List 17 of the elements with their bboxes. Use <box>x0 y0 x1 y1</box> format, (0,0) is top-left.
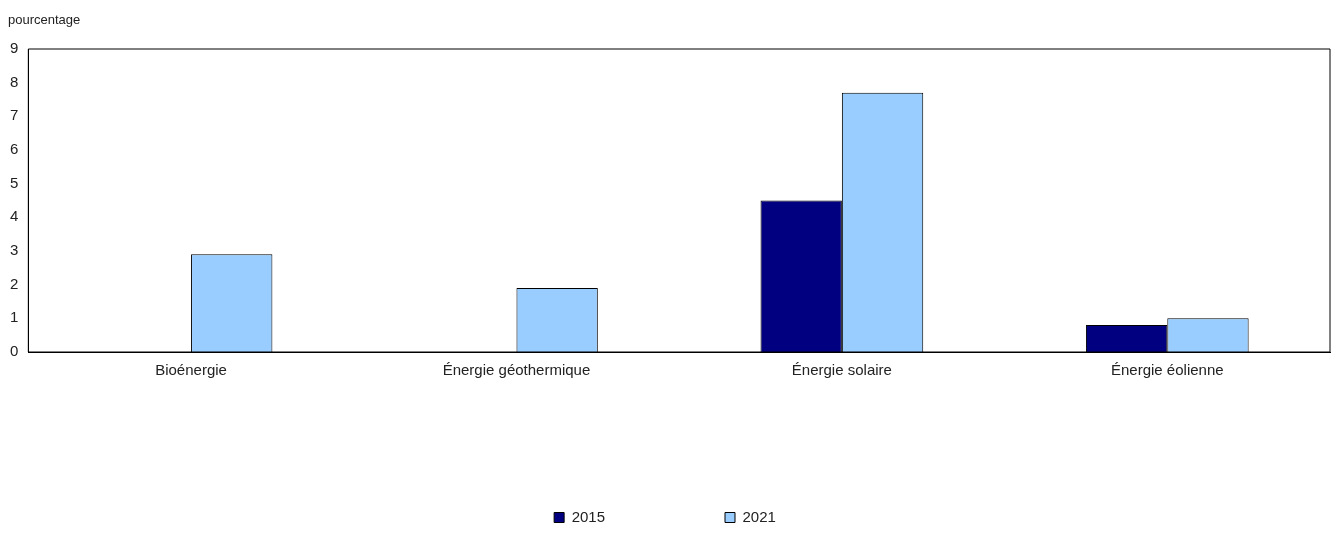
y-tick-label: 8 <box>10 72 19 90</box>
y-tick-label: 7 <box>10 106 19 124</box>
y-tick-label: 5 <box>10 173 19 191</box>
x-tick-label: Énergie éolienne <box>1111 361 1224 379</box>
y-tick-label: 0 <box>10 342 19 360</box>
y-tick-label: 6 <box>10 140 19 158</box>
y-axis-title: pourcentage <box>8 12 81 27</box>
x-tick-label: Bioénergie <box>155 361 227 379</box>
y-tick-label: 1 <box>10 308 19 326</box>
legend-label: 2021 <box>742 507 776 525</box>
y-tick-label: 9 <box>10 39 19 57</box>
y-tick-label: 4 <box>10 207 19 225</box>
x-tick-label: Énergie solaire <box>791 361 892 379</box>
x-tick-label: Énergie géothermique <box>442 361 591 379</box>
y-tick-label: 2 <box>10 274 19 292</box>
legend-label: 2015 <box>571 507 606 525</box>
y-tick-label: 3 <box>10 241 19 259</box>
